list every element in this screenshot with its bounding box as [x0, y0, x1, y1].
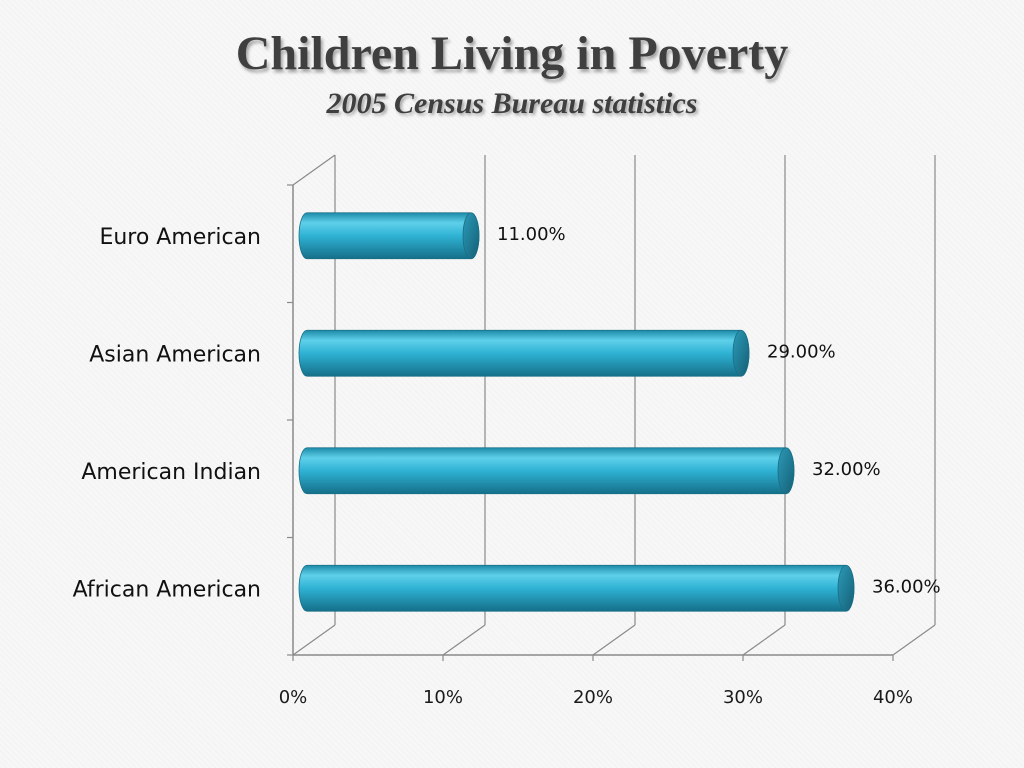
- category-label: Euro American: [99, 225, 261, 250]
- x-tick-label: 30%: [723, 687, 763, 708]
- category-label: African American: [73, 577, 261, 602]
- data-label: 29.00%: [767, 341, 836, 362]
- chart-gridlines: [292, 155, 936, 656]
- chart-title: Children Living in Poverty: [235, 27, 789, 80]
- axis-depth-top: [292, 154, 336, 186]
- bar: [298, 447, 795, 495]
- bar-end-cap: [777, 447, 795, 495]
- floor-gridline: [742, 624, 786, 656]
- bar: [298, 329, 750, 377]
- x-tick-label: 40%: [873, 687, 913, 708]
- bar: [298, 564, 855, 612]
- x-tick-label: 10%: [423, 687, 463, 708]
- category-label: Asian American: [89, 342, 261, 367]
- floor-gridline: [442, 624, 486, 656]
- bar-body: [298, 212, 480, 260]
- bar-body: [298, 329, 750, 377]
- bar-end-cap: [462, 212, 480, 260]
- floor-gridline: [592, 624, 636, 656]
- data-label: 36.00%: [872, 576, 941, 597]
- chart-bars: [298, 212, 855, 612]
- bar-end-cap: [837, 564, 855, 612]
- data-label: 11.00%: [497, 224, 566, 245]
- bar: [298, 212, 480, 260]
- x-tick-label: 0%: [279, 687, 308, 708]
- data-label: 32.00%: [812, 459, 881, 480]
- category-label: American Indian: [81, 460, 261, 485]
- chart-subtitle: 2005 Census Bureau statistics: [326, 87, 698, 120]
- chart-labels: 0% 10% 20% 30% 40% Euro American 11.00% Asian A…: [73, 224, 941, 708]
- bar-end-cap: [732, 329, 750, 377]
- floor-gridline: [892, 624, 936, 656]
- x-tick-label: 20%: [573, 687, 613, 708]
- bar-body: [298, 447, 795, 495]
- bar-body: [298, 564, 855, 612]
- floor-gridline: [292, 624, 336, 656]
